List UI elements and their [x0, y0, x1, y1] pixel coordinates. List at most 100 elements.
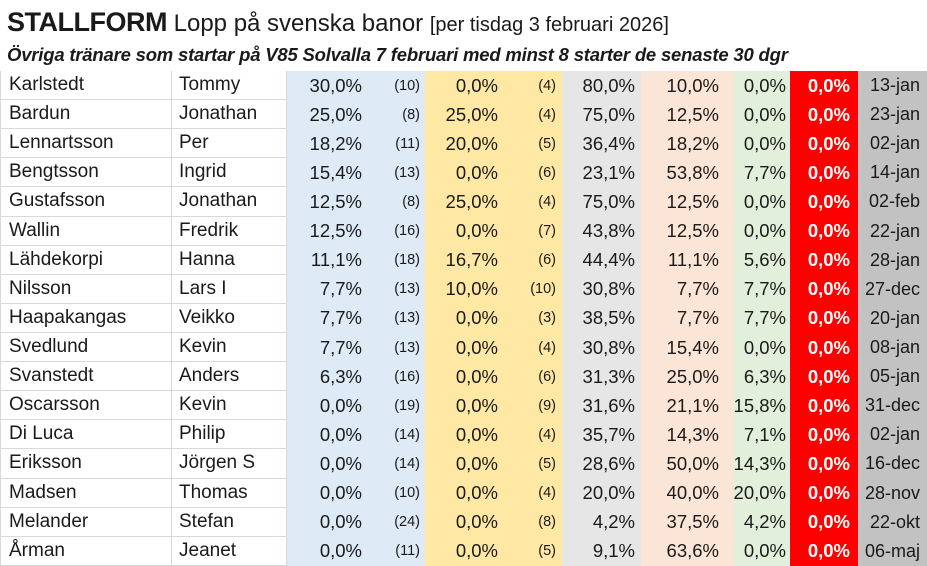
- cell-pct-green[interactable]: 7,1%: [734, 420, 790, 450]
- cell-pct-pink[interactable]: 10,0%: [641, 71, 734, 101]
- cell-starts-count[interactable]: (11): [372, 129, 425, 159]
- cell-pct-gray[interactable]: 4,2%: [562, 507, 641, 537]
- cell-last-win-date[interactable]: 27-dec: [858, 274, 927, 304]
- cell-lastname[interactable]: Lähdekorpi: [0, 245, 172, 275]
- cell-firstname[interactable]: Tommy: [172, 71, 287, 101]
- cell-starts-count-2[interactable]: (5): [505, 129, 562, 159]
- cell-pct-gray[interactable]: 75,0%: [562, 187, 641, 217]
- cell-last-win-date[interactable]: 16-dec: [858, 449, 927, 479]
- cell-lastname[interactable]: Karlstedt: [0, 71, 172, 101]
- cell-win-pct-2[interactable]: 25,0%: [425, 187, 505, 217]
- cell-starts-count[interactable]: (13): [372, 332, 425, 363]
- cell-lastname[interactable]: Svanstedt: [0, 362, 172, 392]
- cell-win-pct[interactable]: 15,4%: [287, 158, 372, 188]
- cell-lastname[interactable]: Svedlund: [0, 332, 172, 363]
- cell-pct-red[interactable]: 0,0%: [790, 216, 858, 246]
- cell-pct-red[interactable]: 0,0%: [790, 71, 858, 101]
- cell-win-pct-2[interactable]: 0,0%: [425, 158, 505, 188]
- cell-pct-red[interactable]: 0,0%: [790, 332, 858, 363]
- cell-pct-red[interactable]: 0,0%: [790, 362, 858, 392]
- cell-win-pct[interactable]: 6,3%: [287, 362, 372, 392]
- cell-starts-count[interactable]: (16): [372, 362, 425, 392]
- cell-pct-pink[interactable]: 11,1%: [641, 245, 734, 275]
- cell-starts-count[interactable]: (13): [372, 158, 425, 188]
- cell-pct-gray[interactable]: 20,0%: [562, 478, 641, 508]
- cell-pct-pink[interactable]: 63,6%: [641, 536, 734, 566]
- cell-pct-green[interactable]: 0,0%: [734, 100, 790, 130]
- cell-firstname[interactable]: Hanna: [172, 245, 287, 275]
- cell-starts-count[interactable]: (11): [372, 536, 425, 566]
- cell-last-win-date[interactable]: 22-okt: [858, 507, 927, 537]
- cell-pct-gray[interactable]: 23,1%: [562, 158, 641, 188]
- cell-win-pct-2[interactable]: 0,0%: [425, 303, 505, 333]
- cell-starts-count-2[interactable]: (4): [505, 332, 562, 363]
- cell-firstname[interactable]: Jörgen S: [172, 449, 287, 479]
- cell-last-win-date[interactable]: 02-jan: [858, 129, 927, 159]
- cell-pct-gray[interactable]: 35,7%: [562, 420, 641, 450]
- cell-firstname[interactable]: Jonathan: [172, 187, 287, 217]
- cell-pct-red[interactable]: 0,0%: [790, 507, 858, 537]
- cell-firstname[interactable]: Philip: [172, 420, 287, 450]
- cell-lastname[interactable]: Bengtsson: [0, 158, 172, 188]
- cell-pct-green[interactable]: 0,0%: [734, 187, 790, 217]
- cell-win-pct-2[interactable]: 0,0%: [425, 420, 505, 450]
- cell-pct-gray[interactable]: 30,8%: [562, 274, 641, 304]
- cell-starts-count[interactable]: (10): [372, 71, 425, 101]
- cell-last-win-date[interactable]: 31-dec: [858, 391, 927, 421]
- cell-pct-red[interactable]: 0,0%: [790, 420, 858, 450]
- cell-lastname[interactable]: Madsen: [0, 478, 172, 508]
- cell-pct-gray[interactable]: 36,4%: [562, 129, 641, 159]
- cell-firstname[interactable]: Anders: [172, 362, 287, 392]
- cell-last-win-date[interactable]: 20-jan: [858, 303, 927, 333]
- cell-lastname[interactable]: Melander: [0, 507, 172, 537]
- cell-lastname[interactable]: Wallin: [0, 216, 172, 246]
- cell-pct-red[interactable]: 0,0%: [790, 303, 858, 333]
- cell-lastname[interactable]: Oscarsson: [0, 391, 172, 421]
- cell-last-win-date[interactable]: 08-jan: [858, 332, 927, 363]
- cell-pct-green[interactable]: 5,6%: [734, 245, 790, 275]
- cell-firstname[interactable]: Lars I: [172, 274, 287, 304]
- cell-last-win-date[interactable]: 13-jan: [858, 71, 927, 101]
- cell-firstname[interactable]: Fredrik: [172, 216, 287, 246]
- cell-pct-gray[interactable]: 31,3%: [562, 362, 641, 392]
- cell-pct-green[interactable]: 0,0%: [734, 71, 790, 101]
- cell-pct-pink[interactable]: 12,5%: [641, 187, 734, 217]
- cell-win-pct-2[interactable]: 16,7%: [425, 245, 505, 275]
- cell-pct-pink[interactable]: 15,4%: [641, 332, 734, 363]
- cell-win-pct[interactable]: 11,1%: [287, 245, 372, 275]
- cell-win-pct-2[interactable]: 0,0%: [425, 391, 505, 421]
- cell-win-pct[interactable]: 7,7%: [287, 332, 372, 363]
- cell-starts-count[interactable]: (13): [372, 274, 425, 304]
- cell-starts-count[interactable]: (18): [372, 245, 425, 275]
- cell-win-pct-2[interactable]: 0,0%: [425, 536, 505, 566]
- cell-pct-green[interactable]: 0,0%: [734, 129, 790, 159]
- cell-pct-red[interactable]: 0,0%: [790, 449, 858, 479]
- cell-starts-count-2[interactable]: (4): [505, 187, 562, 217]
- cell-pct-pink[interactable]: 12,5%: [641, 100, 734, 130]
- cell-pct-green[interactable]: 6,3%: [734, 362, 790, 392]
- cell-starts-count-2[interactable]: (6): [505, 158, 562, 188]
- cell-lastname[interactable]: Di Luca: [0, 420, 172, 450]
- cell-last-win-date[interactable]: 28-jan: [858, 245, 927, 275]
- cell-win-pct-2[interactable]: 25,0%: [425, 100, 505, 130]
- cell-starts-count-2[interactable]: (7): [505, 216, 562, 246]
- cell-pct-red[interactable]: 0,0%: [790, 245, 858, 275]
- cell-lastname[interactable]: Haapakangas: [0, 303, 172, 333]
- cell-last-win-date[interactable]: 14-jan: [858, 158, 927, 188]
- cell-win-pct[interactable]: 0,0%: [287, 536, 372, 566]
- cell-firstname[interactable]: Jeanet: [172, 536, 287, 566]
- cell-pct-pink[interactable]: 53,8%: [641, 158, 734, 188]
- cell-firstname[interactable]: Kevin: [172, 332, 287, 363]
- cell-pct-gray[interactable]: 80,0%: [562, 71, 641, 101]
- cell-pct-gray[interactable]: 9,1%: [562, 536, 641, 566]
- cell-firstname[interactable]: Jonathan: [172, 100, 287, 130]
- cell-win-pct[interactable]: 0,0%: [287, 507, 372, 537]
- cell-starts-count-2[interactable]: (6): [505, 362, 562, 392]
- cell-pct-green[interactable]: 7,7%: [734, 303, 790, 333]
- cell-starts-count[interactable]: (16): [372, 216, 425, 246]
- cell-pct-red[interactable]: 0,0%: [790, 274, 858, 304]
- cell-pct-gray[interactable]: 38,5%: [562, 303, 641, 333]
- cell-pct-green[interactable]: 20,0%: [734, 478, 790, 508]
- cell-lastname[interactable]: Bardun: [0, 100, 172, 130]
- cell-starts-count[interactable]: (14): [372, 420, 425, 450]
